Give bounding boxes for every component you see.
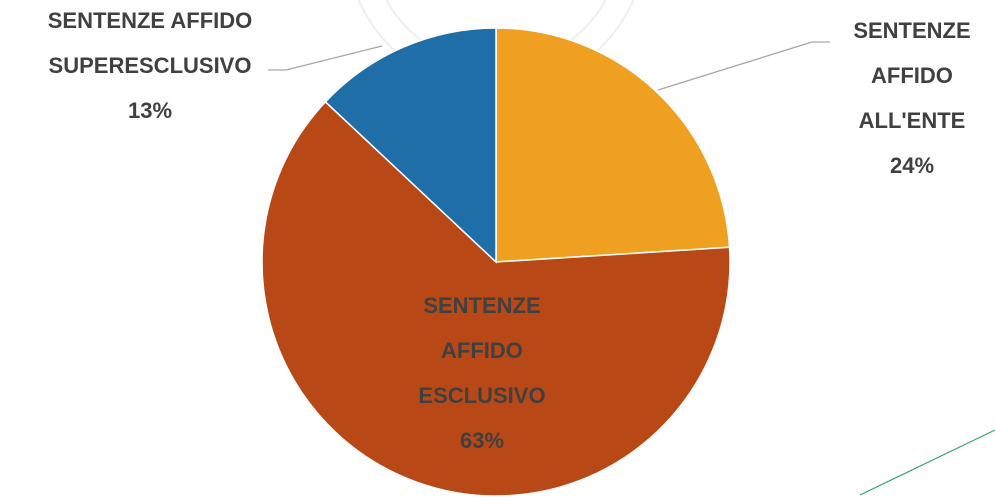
percent-label: 63% [459,428,505,453]
pie-slice [495,27,731,263]
category-name: SENTENZE AFFIDO ALL'ENTE [853,18,971,133]
pie-slice [324,27,497,264]
percent-label: 24% [889,153,935,178]
pie-slice [261,100,731,497]
slice-label: SENTENZE AFFIDO ESCLUSIVO 63% [397,283,567,463]
category-name: SENTENZE AFFIDO SUPERESCLUSIVO [47,8,253,78]
pie [261,27,731,497]
leader-lines [268,41,830,91]
slice-label: SENTENZE AFFIDO SUPERESCLUSIVO 13% [20,0,280,133]
slice-label: SENTENZE AFFIDO ALL'ENTE 24% [837,8,987,188]
category-name: SENTENZE AFFIDO ESCLUSIVO [418,293,546,408]
decor-line [859,429,995,496]
percent-label: 13% [127,98,173,123]
